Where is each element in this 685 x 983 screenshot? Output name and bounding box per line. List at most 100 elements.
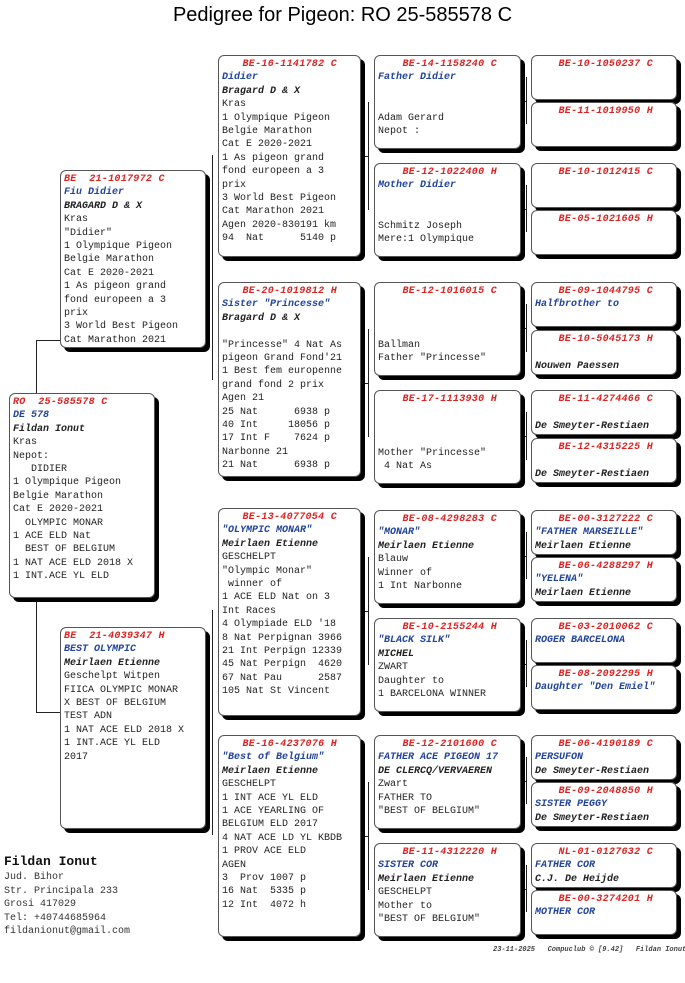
info-line: X BEST OF BELGIUM [64,697,167,709]
pigeon-card-g4-16[interactable]: BE-00-3274201 H MOTHER COR [531,890,677,935]
connector [361,611,368,612]
info-line: Nepot: [13,450,50,462]
ring-number: BE-09-2048850 H [558,786,653,797]
pigeon-name: PERSUFON [535,752,584,764]
pigeon-name: FATHER ACE PIGEON 17 [378,752,499,764]
connector [368,557,369,665]
pigeon-card-subject[interactable]: RO 25-585578 C DE 578 Fildan Ionut Kras Nepo… [9,393,155,598]
ring-number: BE-06-4190189 C [558,739,653,750]
info-line: 67 Nat Pau 2587 [222,672,343,684]
pigeon-card-g4-4[interactable]: BE-05-1021605 H [531,210,677,255]
info-line: Nepot : [378,125,421,137]
pigeon-name: ROGER BARCELONA [535,635,626,647]
pigeon-card-dam[interactable]: BE 21-4039347 H BEST OLYMPIC Meirlaen Etie… [60,627,206,829]
info-line: AGEN [222,859,247,871]
connector [212,155,213,380]
info-line: 21 Int Perpign 12339 [222,645,343,657]
owner-line: Str. Principala 233 [4,885,119,897]
info-line: Ballman [378,339,421,351]
info-line: "Princesse" 4 Nat As [222,339,343,351]
pigeon-card-g4-15[interactable]: NL-01-0127632 C FATHER COR C.J. De Heijde [531,843,677,888]
pigeon-card-g4-7[interactable]: BE-11-4274466 C De Smeyter-Restiaen [531,390,677,435]
info-line: 16 Nat 5335 p [222,886,307,898]
pigeon-card-g3-2[interactable]: BE-12-1022400 H Mother Didier Schmitz Jose… [374,163,521,257]
info-line: 3 World Best Pigeon [222,192,337,204]
info-line: 1 NAT ACE ELD 2018 X [64,724,185,736]
info-line: 45 Nat Perpign 4620 [222,659,343,671]
pigeon-card-g3-8[interactable]: BE-11-4312220 H SISTER COR Meirlaen Etienn… [374,843,521,937]
pigeon-name: "YELENA" [535,574,584,586]
info-line [378,98,517,111]
pigeon-name: "FATHER MARSEILLE" [535,527,644,539]
connector [521,100,526,102]
pigeon-card-g3-4[interactable]: BE-17-1113930 H Mother "Princesse" 4 Nat … [374,390,521,484]
info-line: winner of [222,578,283,590]
info-line: fond europeen a 3 [64,294,167,306]
info-line [378,325,517,338]
owner-line: Jud. Bihor [4,872,65,883]
info-line: 3 World Best Pigeon [64,321,179,333]
info-line: "Didier" [64,227,113,239]
pigeon-card-g4-2[interactable]: BE-11-1019950 H [531,102,677,147]
info-line: Father "Princesse" [378,352,487,364]
pigeon-card-g4-9[interactable]: BE-00-3127222 C "FATHER MARSEILLE" Meirlae… [531,510,677,555]
ring-number: BE-12-1022400 H [402,167,497,178]
info-line: Mere:1 Olympique [378,233,475,245]
pigeon-card-g3-3[interactable]: BE-12-1016015 C Ballman Father "Princesse" [374,282,521,376]
pigeon-card-g4-3[interactable]: BE-10-1012415 C [531,163,677,208]
breeder: De Smeyter-Restiaen [535,812,650,824]
pigeon-card-ss[interactable]: BE-16-1141782 C Didier Bragard D & X Kras 1 … [218,55,361,257]
info-line: 1 NAT ACE ELD 2018 X [13,557,134,569]
ring-number: BE-10-1012415 C [558,167,653,178]
connector [521,780,526,782]
pigeon-card-g4-14[interactable]: BE-09-2048850 H SISTER PEGGY De Smeyter-Re… [531,782,677,827]
pigeon-card-g3-5[interactable]: BE-08-4298283 C "MONAR" Meirlaen Etienne Bl… [374,510,521,604]
breeder: C.J. De Heijde [535,873,620,885]
connector [368,102,369,210]
info-line: OLYMPIC MONAR [13,517,104,529]
pigeon-card-g4-1[interactable]: BE-10-1050237 C [531,55,677,100]
info-line: 94 Nat 5140 p [222,233,337,245]
breeder: Meirlaen Etienne [64,657,161,669]
breeder: Fildan Ionut [13,423,86,435]
ring-number: BE-11-1019950 H [558,106,653,117]
connector [526,412,527,460]
connector [526,640,527,687]
info-line: 2017 [64,751,89,763]
pigeon-card-g4-8[interactable]: BE-12-4315225 H De Smeyter-Restiaen [531,438,677,483]
pigeon-name: FATHER COR [535,860,596,872]
pigeon-card-g3-1[interactable]: BE-14-1158240 C Father Didier Adam Gerard N… [374,55,521,149]
info-line: 1 ACE ELD Nat [13,530,92,542]
connector [521,328,526,329]
pigeon-name: Didier [222,72,259,84]
info-line: 1 ACE YEARLING OF [222,805,325,817]
ring-number: BE-16-1141782 C [242,59,337,70]
info-line [535,346,673,359]
info-line: fond europeen a 3 [222,166,325,178]
pigeon-card-ds[interactable]: BE-13-4077054 C "OLYMPIC MONAR" Meirlaen E… [218,508,361,716]
info-line: Cat Marathon 2021 [64,334,167,346]
info-line: GESCHELPT [378,887,433,899]
pigeon-card-g3-6[interactable]: BE-10-2155244 H "BLACK SILK" MICHEL ZWART Da… [374,618,521,712]
pigeon-card-sd[interactable]: BE-20-1019812 H Sister "Princesse" Bragard… [218,282,361,477]
connector [368,329,369,437]
pigeon-card-g4-6[interactable]: BE-10-5045173 H Nouwen Paessen [531,330,677,375]
pigeon-card-sire[interactable]: BE 21-1017972 C Fiu Didier BRAGARD D & X Kr… [60,170,206,348]
pigeon-card-g4-11[interactable]: BE-03-2010062 C ROGER BARCELONA [531,618,677,663]
info-line: Adam Gerard [378,112,445,124]
pigeon-card-g3-7[interactable]: BE-12-2101600 C FATHER ACE PIGEON 17 DE CL… [374,735,521,829]
info-line [222,325,357,338]
info-line: 4 NAT ACE LD YL KBDB [222,832,343,844]
info-line: "Olympic Monar" [222,565,313,577]
connector [526,304,527,352]
info-line: 4 Nat As [378,460,433,472]
pigeon-card-g4-13[interactable]: BE-06-4190189 C PERSUFON De Smeyter-Restia… [531,735,677,780]
pigeon-card-g4-12[interactable]: BE-08-2092295 H Daughter "Den Emiel" [531,665,677,710]
info-line [535,454,673,467]
pigeon-card-g4-5[interactable]: BE-09-1044795 C Halfbrother to [531,282,677,327]
pigeon-card-g4-10[interactable]: BE-06-4288297 H "YELENA" Meirlaen Etienne [531,557,677,602]
info-line: prix [222,179,247,191]
pigeon-name: Father Didier [378,72,457,84]
pigeon-card-dd[interactable]: BE-16-4237076 H "Best of Belgium" Meirlaen… [218,735,361,937]
ring-number: BE-09-1044795 C [558,286,653,297]
